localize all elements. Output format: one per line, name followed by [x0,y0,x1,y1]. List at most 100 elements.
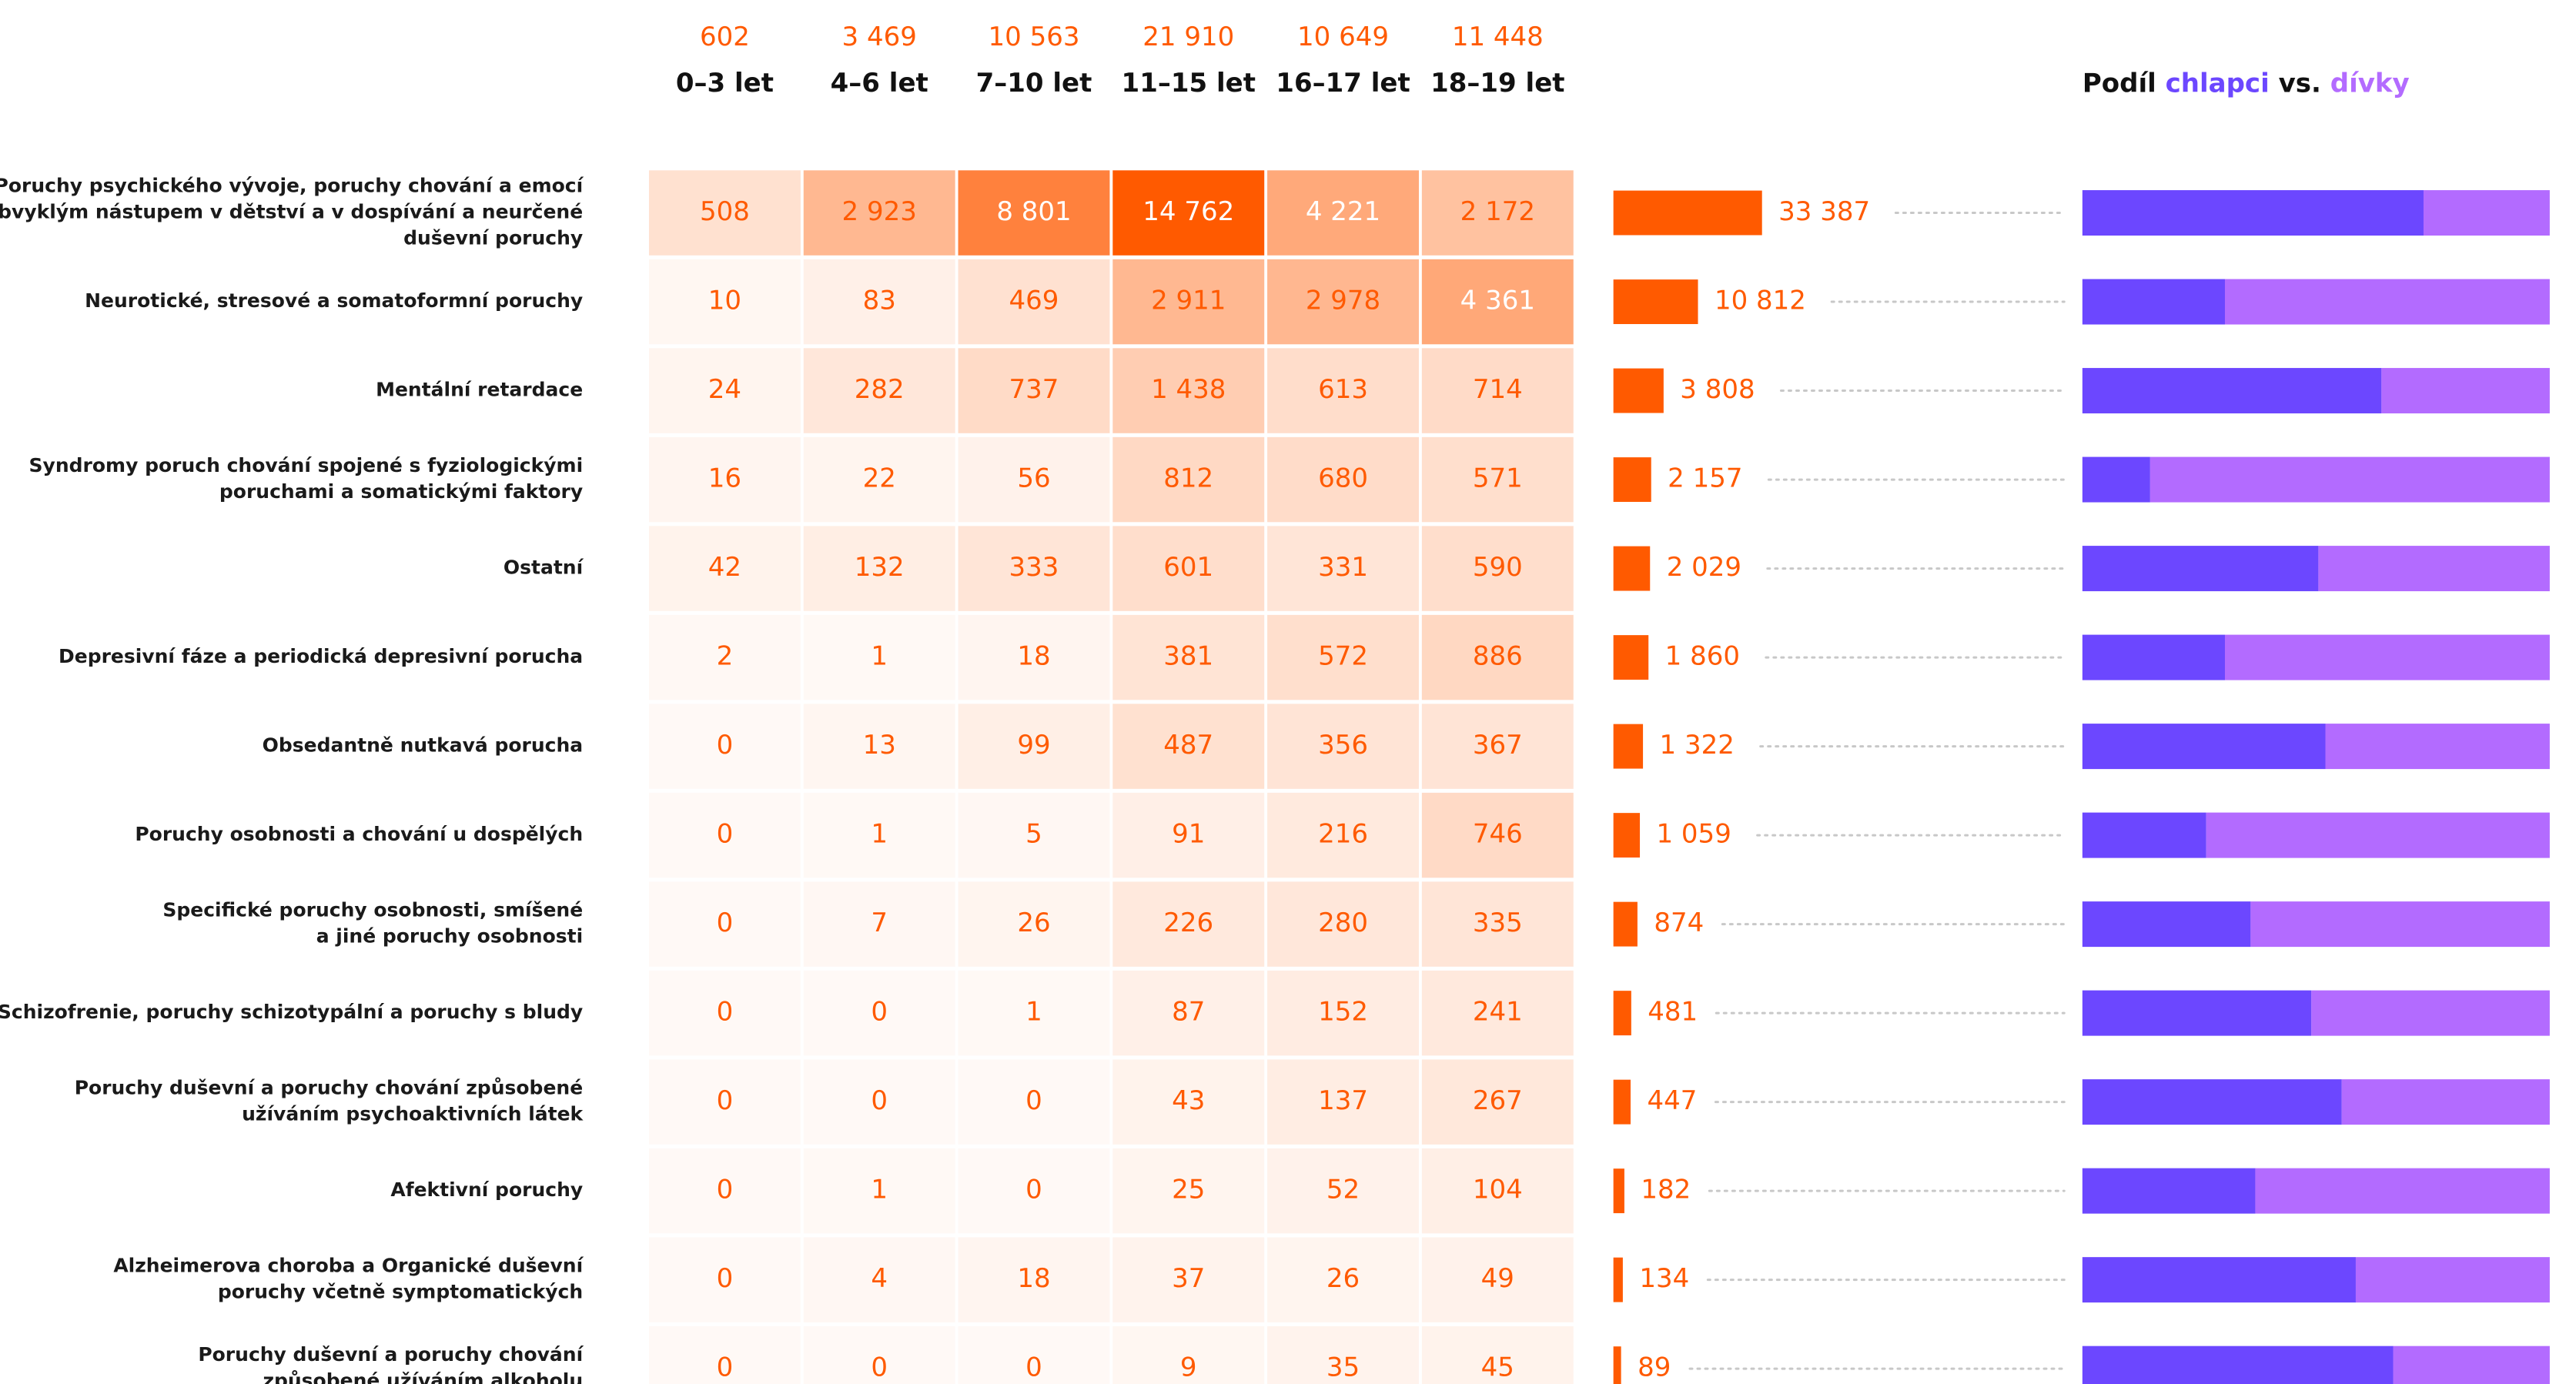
heatmap-cell-value: 0 [717,1352,734,1383]
column-age-label: 7–10 let [976,68,1092,99]
total-value-label: 1 860 [1665,641,1740,672]
total-bar [1613,457,1651,503]
heatmap-cell-value: 356 [1318,730,1368,761]
heatmap-cell [1267,1059,1419,1145]
total-bar [1613,279,1698,325]
heatmap-cell [1267,436,1419,523]
heatmap-cell [803,170,955,256]
total-bar [1613,724,1644,769]
heatmap-cell-value: 601 [1163,552,1213,583]
heatmap-cell-value: 137 [1318,1085,1368,1116]
heatmap-cell [1112,170,1265,256]
row-label: Depresivní fáze a periodická depresivní … [59,645,583,667]
heatmap-cell-value: 0 [871,1352,888,1383]
row-label: užíváním psychoaktivních látek [242,1103,584,1125]
heatmap-cell [958,526,1110,611]
total-bar [1613,546,1651,591]
heatmap-cell-value: 282 [855,374,905,405]
heatmap-cell-value: 2 923 [842,196,917,227]
heatmap-cell [1421,1148,1574,1234]
heatmap-cell [803,1148,955,1234]
heatmap-cell-value: 0 [871,997,888,1028]
row-label: Poruchy duševní a poruchy chování [198,1343,584,1366]
heatmap-cell [1421,526,1574,611]
heatmap-cell-value: 99 [1017,730,1050,761]
heatmap-cell [1267,970,1419,1056]
share-bar-girls [2206,812,2550,858]
total-bar [1613,368,1664,413]
heatmap-cell [1421,1059,1574,1145]
heatmap-cell-value: 1 [871,819,888,850]
share-bar-boys [2082,368,2382,414]
share-bar-boys [2082,812,2206,858]
heatmap-cell-value: 613 [1318,374,1368,405]
share-bar-boys [2082,1257,2356,1303]
heatmap-cell-value: 1 438 [1151,374,1226,405]
row-label: a jiné poruchy osobnosti [316,925,583,948]
total-bar [1613,1079,1631,1125]
heatmap-cell [1421,970,1574,1056]
heatmap-cell [1112,348,1265,433]
heatmap-cell-value: 26 [1326,1263,1360,1294]
heatmap-cell-value: 571 [1473,463,1523,494]
total-value-label: 874 [1654,908,1704,938]
heatmap-cell [648,170,801,256]
heatmap-cell [803,1237,955,1322]
heatmap-cell-value: 2 911 [1151,286,1226,316]
share-bar-girls [2318,546,2550,592]
total-value-label: 447 [1647,1085,1697,1116]
row-label: Neurotické, stresové a somatoformní poru… [85,289,583,312]
row-label: Obsedantně nutkavá porucha [263,734,584,757]
heatmap-cell-value: 1 [1025,997,1042,1028]
share-bar-boys [2082,634,2225,680]
heatmap-cell-value: 469 [1009,286,1059,316]
heatmap-cell [803,792,955,878]
column-total-label: 3 469 [842,22,917,52]
heatmap-cell [1112,1059,1265,1145]
heatmap-cell-value: 16 [708,463,741,494]
row-label: Poruchy osobnosti a chování u dospělých [135,823,583,845]
row-label: poruchy včetně symptomatických [218,1281,583,1303]
heatmap-cell [1421,1237,1574,1322]
total-bar [1613,813,1641,858]
heatmap-cell-value: 49 [1481,1263,1514,1294]
total-bar [1613,190,1762,236]
heatmap-cell-value: 0 [1025,1352,1042,1383]
heatmap-cell [648,259,801,345]
heatmap-cell-value: 746 [1473,819,1523,850]
row-label: Ostatní [503,557,584,579]
total-value-label: 89 [1638,1352,1671,1383]
heatmap-cell [1112,1325,1265,1384]
share-bar-girls [2393,1346,2550,1384]
heatmap-cell [958,881,1110,967]
heatmap-cell-value: 0 [871,1085,888,1116]
heatmap-cell [1421,436,1574,523]
heatmap-cell-value: 487 [1163,730,1213,761]
heatmap-cell [1421,881,1574,967]
heatmap-cell [958,704,1110,789]
heatmap-cell-value: 812 [1163,463,1213,494]
heatmap-cell-value: 13 [863,730,896,761]
heatmap-cell-value: 267 [1473,1085,1523,1116]
heatmap-cell [1267,1325,1419,1384]
heatmap-cell-value: 104 [1473,1175,1523,1205]
heatmap-cell-value: 5 [1025,819,1042,850]
heatmap-cell [648,348,801,433]
share-bar-girls [2311,990,2550,1036]
heatmap-cell [1112,970,1265,1056]
row-label: způsobené užíváním alkoholu [263,1369,583,1384]
heatmap-cell [1112,1148,1265,1234]
heatmap-cell-value: 37 [1172,1263,1205,1294]
column-total-label: 10 563 [989,22,1080,52]
heatmap-cell-value: 381 [1163,641,1213,672]
heatmap-cell-value: 83 [863,286,896,316]
share-bar-girls [2149,456,2550,503]
heatmap-cell-value: 9 [1180,1352,1197,1383]
heatmap-cell [958,436,1110,523]
heatmap-cell-value: 1 [871,1175,888,1205]
heatmap-cell [1267,704,1419,789]
heatmap-cell [958,614,1110,700]
heatmap-cell [1421,170,1574,256]
share-bar-boys [2082,901,2251,948]
total-value-label: 481 [1648,997,1698,1028]
